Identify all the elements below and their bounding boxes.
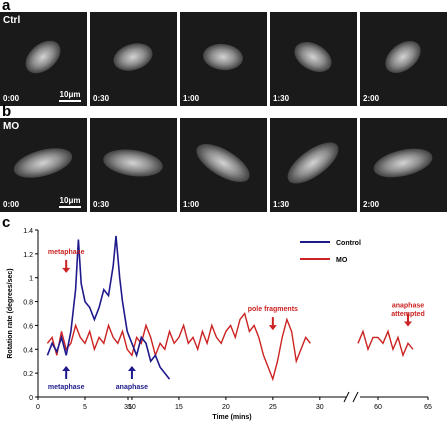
x-axis-label: Time (mins)	[212, 414, 251, 421]
annotation-arrowhead	[62, 267, 71, 273]
panel-b-letter: b	[2, 103, 12, 120]
legend-label: Control	[336, 240, 361, 247]
x-tick-label: 25	[269, 404, 277, 411]
frame-time: 1:30	[273, 200, 290, 209]
y-tick-label: 0.2	[23, 371, 33, 378]
panel-c-letter: c	[2, 214, 11, 231]
spindle-image	[19, 34, 67, 80]
y-tick-label: 0	[29, 395, 33, 402]
annotation-label: pole fragments	[248, 306, 298, 313]
control-image-strip: Ctrl 0:00 10μm 0:30 1:00 1:30 2:00	[0, 12, 448, 106]
microscopy-frame: 1:30	[270, 12, 357, 106]
spindle-image	[101, 145, 165, 181]
frame-time: 0:00	[3, 94, 20, 103]
spindle-image	[281, 134, 345, 192]
y-tick-label: 0.4	[23, 347, 33, 354]
spindle-image	[370, 143, 436, 183]
mo-image-strip: MO 0:00 10μm 0:30 1:00 1:30 2:00	[0, 118, 448, 212]
y-tick-label: 0.8	[23, 300, 33, 307]
x-tick-label: 5	[83, 404, 87, 411]
x-tick-label: 30	[316, 404, 324, 411]
microscopy-frame: 1:00	[180, 12, 267, 106]
frame-time: 1:00	[183, 94, 200, 103]
microscopy-frame: 0:30	[90, 118, 177, 212]
microscopy-frame: MO 0:00 10μm	[0, 118, 87, 212]
annotation-label: anaphase	[116, 384, 148, 391]
axis-break-mark	[343, 391, 350, 403]
microscopy-frame: 2:00	[360, 118, 447, 212]
annotation-label: metaphase	[48, 384, 85, 391]
annotation-label: attempted	[391, 311, 424, 318]
spindle-image	[190, 136, 256, 190]
y-axis-label: Rotation rate (degrees/sec)	[7, 268, 14, 358]
x-tick-label: 60	[374, 404, 382, 411]
annotation-arrowhead	[268, 325, 277, 331]
frame-time: 0:30	[93, 94, 110, 103]
panel-a-letter: a	[2, 0, 11, 14]
scale-bar: 10μm	[59, 196, 81, 208]
spindle-image	[110, 38, 156, 76]
axis-break-mark	[352, 391, 359, 403]
legend-label: MO	[336, 257, 348, 264]
annotation-label: metaphase	[48, 249, 85, 256]
mo-series-line	[357, 329, 414, 358]
control-series-line	[46, 235, 171, 380]
y-tick-label: 1.2	[23, 252, 33, 259]
microscopy-frame: Ctrl 0:00 10μm	[0, 12, 87, 106]
frame-time: 0:00	[3, 200, 20, 209]
condition-label: MO	[3, 121, 20, 132]
spindle-image	[379, 34, 427, 80]
frame-time: 1:30	[273, 94, 290, 103]
x-tick-label: 65	[424, 404, 432, 411]
microscopy-frame: 0:30	[90, 12, 177, 106]
condition-label: Ctrl	[3, 15, 21, 26]
scale-bar: 10μm	[59, 90, 81, 102]
annotation-arrowhead	[404, 321, 412, 327]
y-tick-label: 1.4	[23, 228, 33, 235]
annotation-arrowhead	[127, 366, 136, 371]
spindle-image	[10, 142, 76, 184]
frame-time: 1:00	[183, 200, 200, 209]
microscopy-frame: 1:00	[180, 118, 267, 212]
x-tick-label: 10	[128, 404, 136, 411]
x-tick-label: 35	[124, 404, 132, 411]
y-tick-label: 0.6	[23, 323, 33, 330]
x-tick-label: 0	[36, 404, 40, 411]
mo-series-line	[46, 311, 311, 382]
x-tick-label: 15	[175, 404, 183, 411]
rotation-rate-chart: 0 0.2 0.4 0.6 0.8 1 1.2 1.4 0 5 10 15 20 25 30 35 60 65 Ti…	[7, 228, 432, 421]
frame-time: 2:00	[363, 200, 380, 209]
annotation-arrowhead	[62, 366, 71, 371]
microscopy-frame: 1:30	[270, 118, 357, 212]
spindle-image	[289, 35, 337, 79]
microscopy-frame: 2:00	[360, 12, 447, 106]
spindle-image	[201, 41, 245, 73]
frame-time: 2:00	[363, 94, 380, 103]
y-tick-label: 1	[29, 276, 33, 283]
annotation-label: anaphase	[392, 303, 424, 310]
x-tick-label: 20	[222, 404, 230, 411]
frame-time: 0:30	[93, 200, 110, 209]
